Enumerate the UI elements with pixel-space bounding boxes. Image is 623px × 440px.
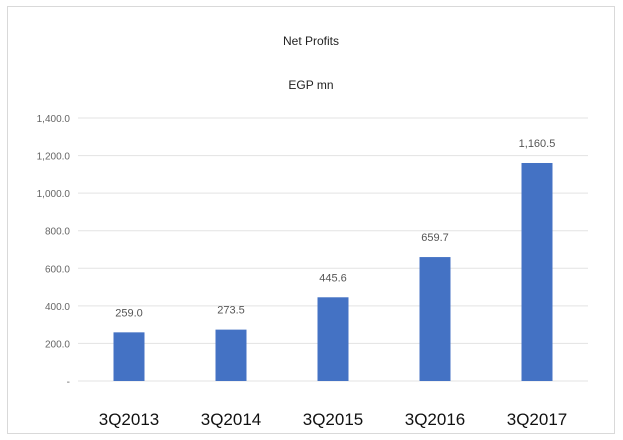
y-tick-label: 400.0 — [45, 302, 70, 313]
y-tick-label: 200.0 — [45, 339, 70, 350]
bar — [113, 332, 145, 381]
chart-frame: Net Profits EGP mn - 200.0 400.0 600.0 800.0… — [7, 6, 615, 434]
x-tick-label: 3Q2015 — [303, 410, 364, 429]
y-tick-label: 1,200.0 — [37, 152, 71, 163]
x-tick-label: 3Q2014 — [201, 410, 262, 429]
bar — [419, 257, 451, 381]
bar — [317, 297, 349, 381]
bar — [215, 329, 247, 381]
bar — [521, 162, 553, 381]
bars — [113, 162, 553, 381]
y-tick-label: 800.0 — [45, 227, 70, 238]
y-tick-label: 1,400.0 — [37, 114, 71, 125]
y-tick-label: 1,000.0 — [37, 189, 71, 200]
data-label: 259.0 — [115, 307, 143, 319]
bar-chart: Net Profits EGP mn - 200.0 400.0 600.0 800.0… — [37, 34, 588, 429]
chart-subtitle: EGP mn — [288, 78, 333, 92]
y-tick-label: - — [67, 377, 70, 388]
data-label: 273.5 — [217, 305, 245, 317]
x-tick-label: 3Q2013 — [99, 410, 160, 429]
y-tick-label: 600.0 — [45, 264, 70, 275]
x-tick-label: 3Q2017 — [507, 410, 568, 429]
data-label: 659.7 — [421, 232, 449, 244]
x-tick-label: 3Q2016 — [405, 410, 466, 429]
data-labels: 259.0 273.5 445.6 659.7 1,160.5 — [115, 138, 555, 319]
y-axis-ticks: - 200.0 400.0 600.0 800.0 1,000.0 1,200.0 1,400… — [37, 114, 71, 388]
x-axis-ticks: 3Q2013 3Q2014 3Q2015 3Q2016 3Q2017 — [99, 410, 568, 429]
data-label: 1,160.5 — [519, 138, 556, 150]
chart-title: Net Profits — [283, 34, 339, 48]
data-label: 445.6 — [319, 272, 347, 284]
